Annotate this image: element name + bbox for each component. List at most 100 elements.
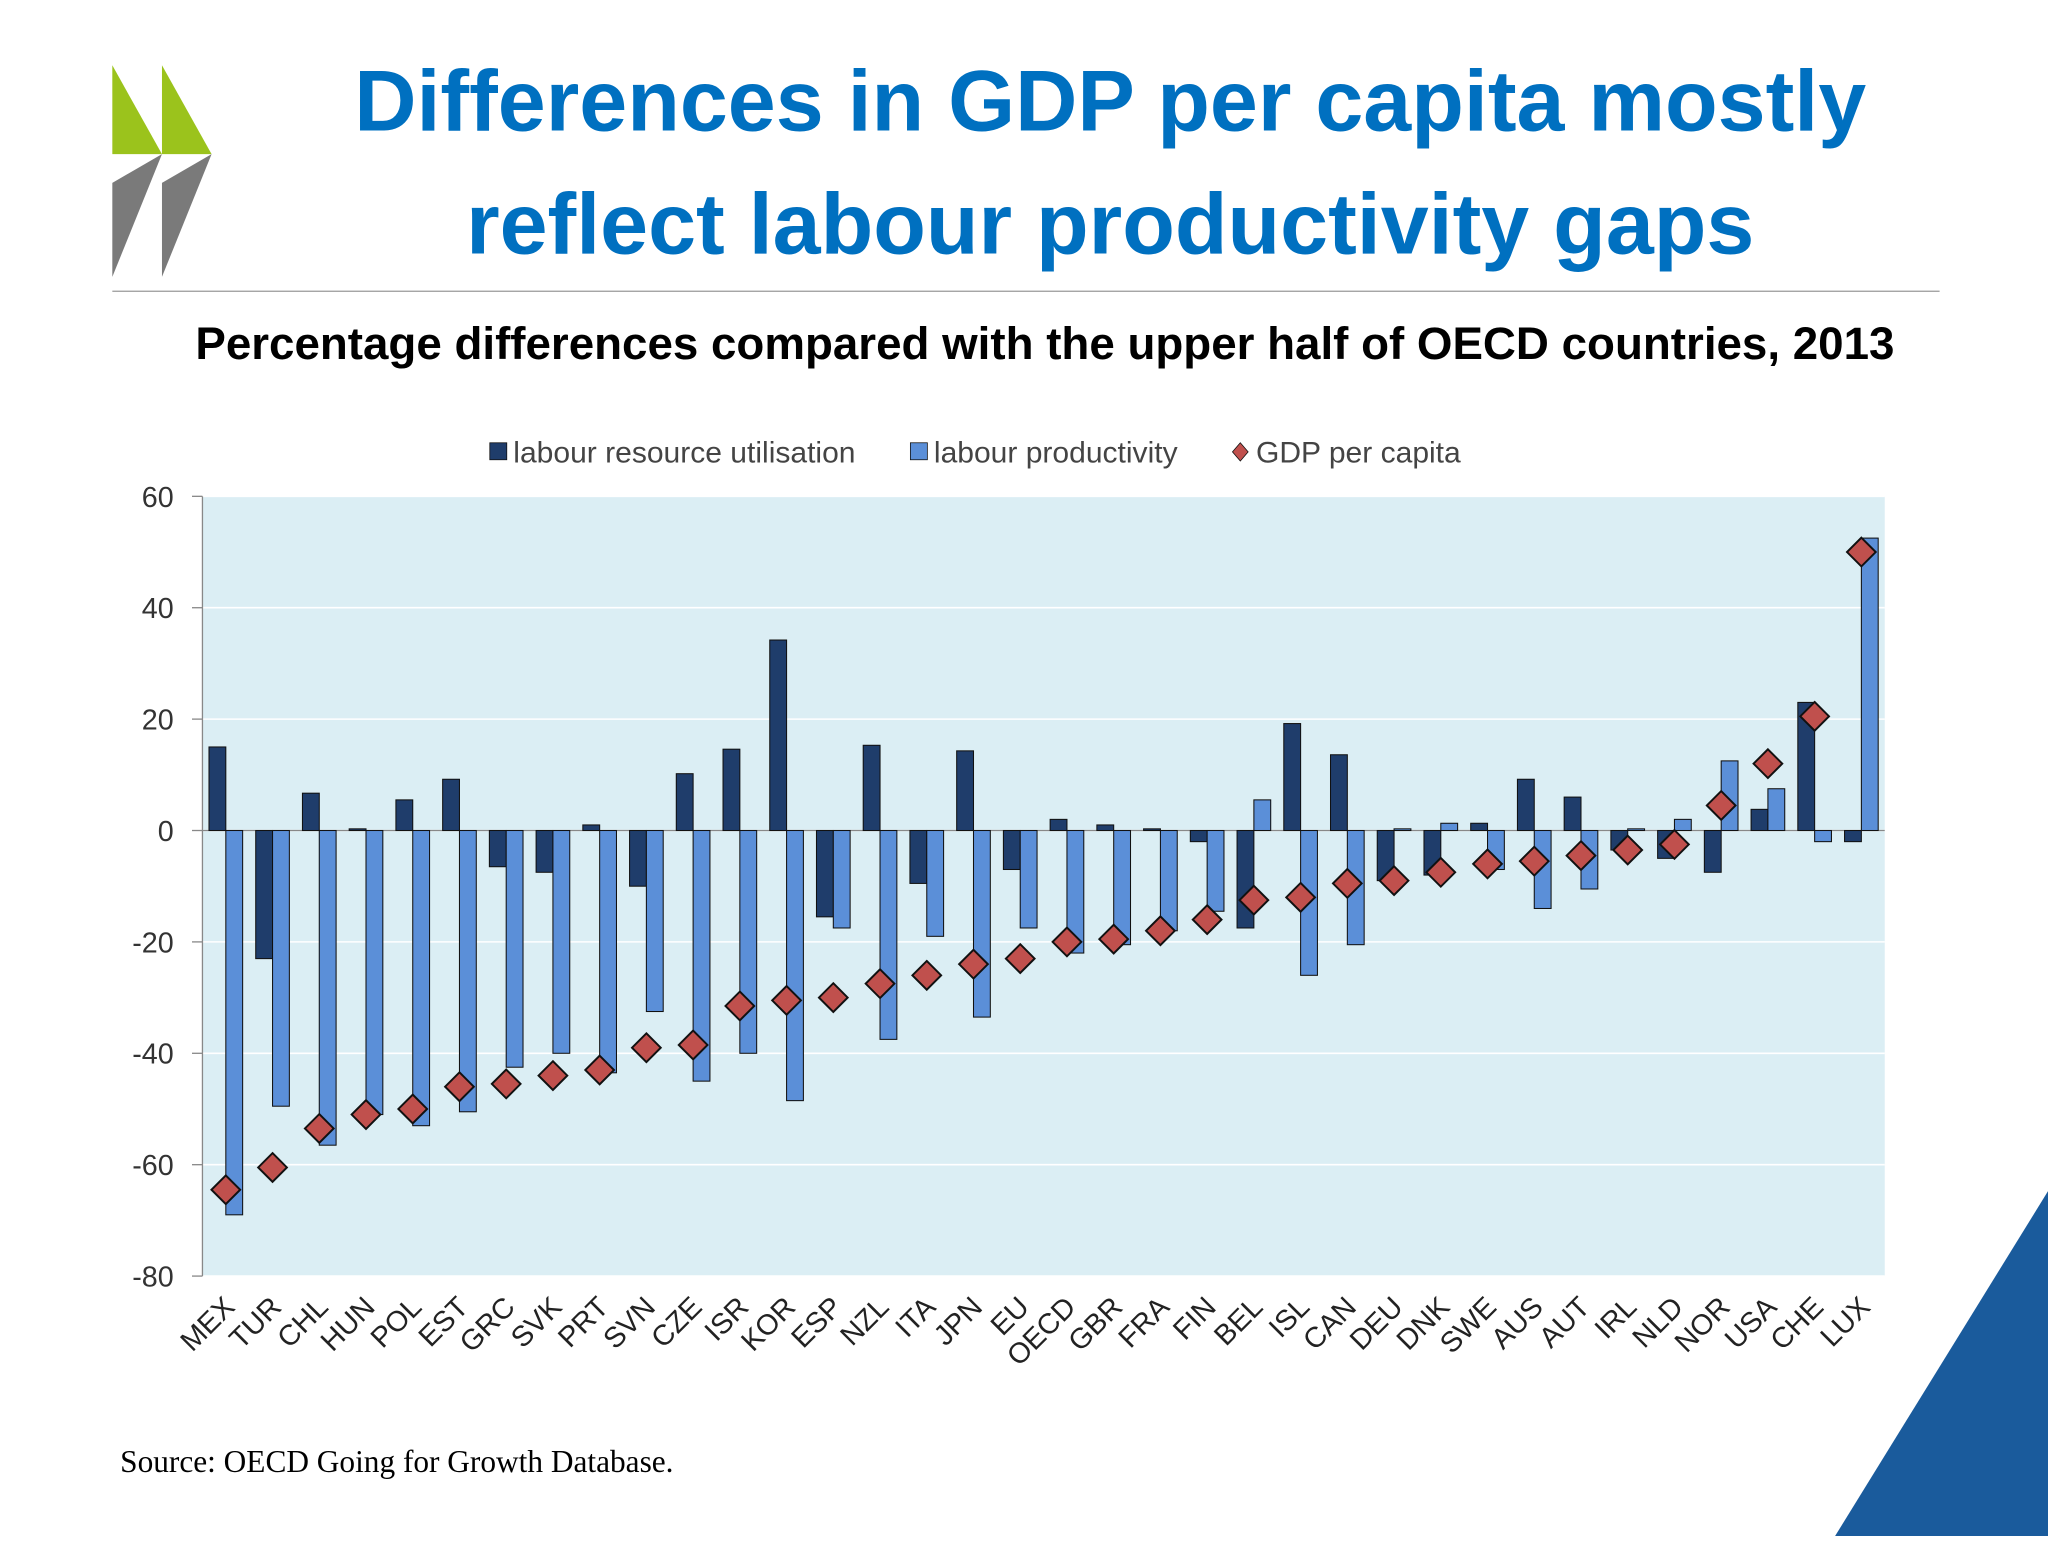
bar [599, 829, 618, 1074]
bar [505, 829, 524, 1068]
diamond-marker [911, 959, 943, 992]
bar [1329, 754, 1348, 832]
title: reflect labour productivity gaps [466, 176, 1754, 272]
bar [1159, 829, 1178, 932]
legend-label: labour productivity [934, 436, 1178, 469]
bar [208, 746, 227, 832]
bar [1673, 818, 1692, 832]
x-tick-label: FIN [1167, 1291, 1222, 1346]
bar [318, 829, 337, 1146]
diamond-marker [1144, 915, 1177, 947]
title: Differences in GDP per capita mostly [354, 54, 1866, 150]
bar [1283, 723, 1302, 832]
bar [1253, 799, 1272, 832]
y-tick-label: 60 [142, 482, 174, 514]
bar [301, 792, 320, 832]
bar [535, 829, 554, 873]
bar [1750, 808, 1769, 832]
plot-area [202, 496, 1885, 1277]
x-tick-label: NZL [834, 1291, 895, 1352]
bar [1066, 829, 1085, 954]
y-tick-label: -60 [132, 1150, 174, 1182]
diamond-marker [1004, 942, 1036, 975]
bar [552, 829, 571, 1054]
bar [815, 829, 834, 918]
bar [722, 748, 741, 832]
bar [972, 829, 991, 1018]
bar [879, 829, 898, 1040]
y-tick-label: 40 [142, 593, 174, 625]
diamond-marker [1658, 828, 1691, 861]
bar [412, 829, 431, 1127]
diamond-marker [583, 1054, 616, 1086]
bar [1814, 829, 1832, 843]
bar [272, 829, 290, 1107]
bar [1844, 829, 1862, 843]
bar [1002, 829, 1021, 871]
bar [365, 829, 384, 1116]
bar [488, 829, 507, 868]
bar [1393, 828, 1412, 832]
diamond-marker [303, 1112, 336, 1145]
bar [909, 829, 928, 884]
bar [1143, 828, 1161, 832]
bar [458, 829, 477, 1113]
y-tick-label: -20 [132, 927, 174, 959]
bar [1470, 822, 1489, 832]
diamond-marker [1051, 926, 1083, 958]
legend-label: GDP per capita [1256, 436, 1461, 469]
x-tick-label: PRT [552, 1291, 615, 1354]
x-tick-label: POL [365, 1291, 428, 1354]
bar [1096, 824, 1115, 832]
diamond-marker [1191, 903, 1223, 936]
y-tick-label: -80 [132, 1262, 174, 1294]
subtitle: Percentage differences compared with the… [195, 318, 1894, 369]
diamond-marker [1845, 536, 1878, 568]
bar [645, 829, 664, 1013]
diamond-marker [677, 1029, 709, 1061]
legend-swatch [489, 442, 508, 461]
diamond-marker [1238, 884, 1270, 916]
diamond-marker [1097, 923, 1130, 955]
diamond-marker [864, 967, 896, 1000]
source: Source: OECD Going for Growth Database. [120, 1444, 673, 1479]
bar [1206, 829, 1225, 912]
diamond-marker [1798, 700, 1831, 733]
bar [675, 773, 694, 832]
bar [1019, 829, 1038, 929]
diamond-marker [396, 1093, 429, 1125]
diamond-marker [957, 948, 990, 980]
diamond-marker [770, 984, 803, 1017]
x-tick-label: CZE [645, 1291, 708, 1354]
bar [1516, 778, 1535, 832]
bar [348, 828, 367, 832]
diamond-marker [1611, 834, 1644, 866]
bar [442, 778, 460, 832]
bar [395, 799, 414, 832]
x-tick-label: ESP [785, 1291, 848, 1354]
y-tick-label: -40 [132, 1039, 174, 1071]
bar [786, 829, 804, 1102]
diamond-marker [1705, 789, 1737, 822]
diamond-marker [350, 1098, 382, 1131]
bar [862, 744, 881, 832]
diamond-marker [210, 1173, 242, 1206]
diamond-marker [1425, 856, 1457, 889]
bar [582, 824, 601, 832]
bar [769, 639, 788, 832]
diamond-marker [630, 1031, 663, 1064]
corner-decoration [1835, 1191, 2048, 1536]
diamond-marker [1471, 848, 1504, 880]
y-tick-label: 0 [158, 816, 174, 848]
bar [225, 829, 244, 1216]
x-tick-label: AUT [1533, 1291, 1596, 1354]
bar [956, 750, 975, 832]
y-tick-label: 20 [142, 705, 174, 737]
bar [1189, 829, 1208, 843]
bar [629, 829, 647, 887]
diamond-marker [1565, 839, 1597, 872]
bar [1767, 788, 1786, 832]
x-tick-label: BEL [1208, 1291, 1269, 1352]
